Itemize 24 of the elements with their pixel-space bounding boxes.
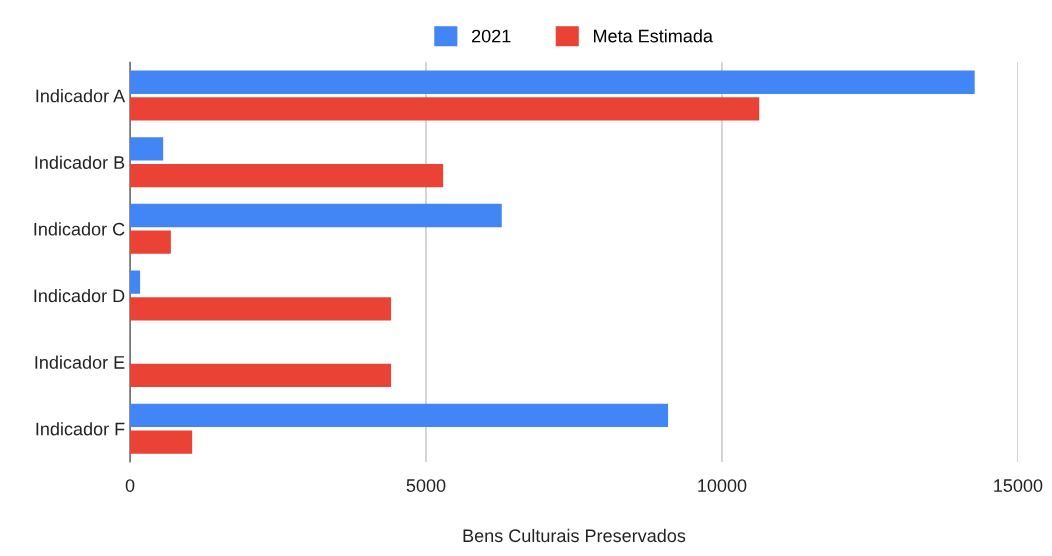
- y-tick-label: Indicador B: [35, 155, 125, 169]
- x-axis-title: Bens Culturais Preservados: [463, 528, 686, 543]
- legend-label: 2021: [472, 29, 511, 43]
- y-tick-label: Indicador E: [35, 355, 125, 369]
- bar: [130, 137, 164, 161]
- y-tick-label: Indicador D: [34, 288, 125, 303]
- bar: [130, 430, 193, 454]
- bar: [130, 403, 669, 428]
- y-tick-label: Indicador F: [36, 422, 125, 436]
- bar: [130, 97, 760, 121]
- legend-label: Meta Estimada: [594, 29, 713, 43]
- bar: [130, 297, 392, 321]
- bar: [130, 70, 975, 94]
- y-tick-label: Indicador A: [36, 89, 126, 103]
- bar: [130, 363, 392, 388]
- bar: [130, 270, 141, 294]
- x-tick-label: 5000: [406, 479, 446, 492]
- bar: [130, 203, 502, 228]
- y-tick-label: Indicador C: [34, 222, 125, 236]
- x-tick-label: 10000: [698, 479, 747, 492]
- bar: [130, 163, 444, 188]
- x-tick-label: 0: [125, 479, 135, 492]
- x-tick-label: 15000: [994, 479, 1043, 492]
- bar: [130, 230, 171, 254]
